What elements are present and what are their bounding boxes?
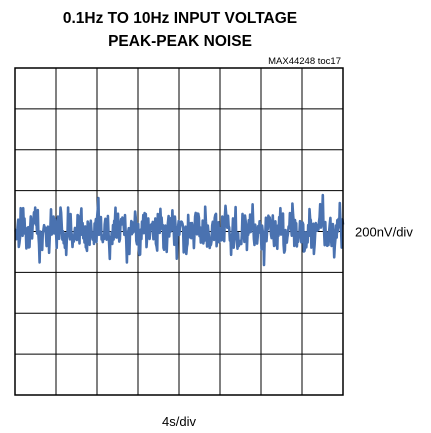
x-scale-label: 4s/div: [162, 414, 196, 429]
plot-frame: [14, 67, 344, 396]
noise-trace: [14, 193, 345, 267]
chart-title-line2: PEAK-PEAK NOISE: [108, 33, 252, 50]
figure-id-label: MAX44248 toc17: [268, 56, 341, 67]
y-scale-label: 200nV/div: [355, 225, 413, 240]
chart-title-line1: 0.1Hz TO 10Hz INPUT VOLTAGE: [62, 10, 298, 27]
series-layer: [14, 193, 345, 267]
